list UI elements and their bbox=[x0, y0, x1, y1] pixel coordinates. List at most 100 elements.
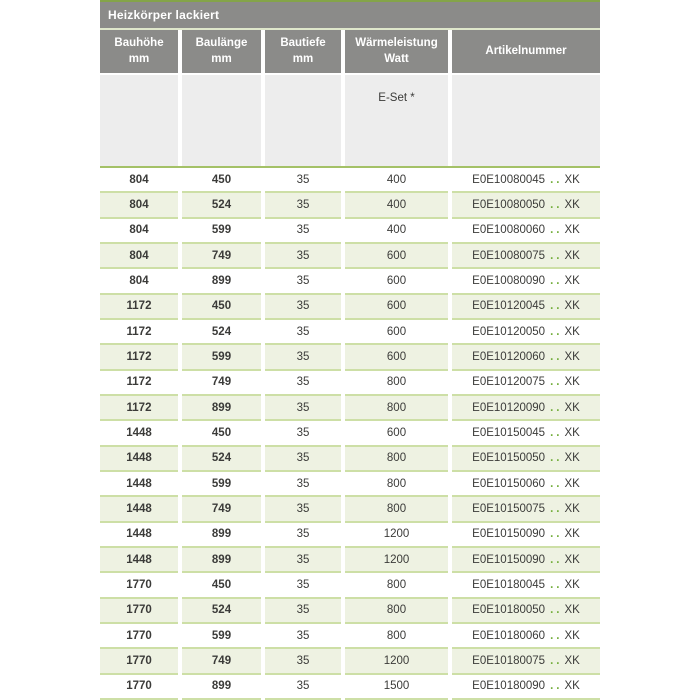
column-gap bbox=[341, 395, 345, 422]
column-gap bbox=[178, 30, 182, 73]
column-gap bbox=[178, 294, 182, 320]
article-suffix: XK bbox=[564, 654, 580, 667]
article-dots: .. bbox=[550, 680, 563, 693]
article-code: E0E10120060 bbox=[472, 350, 546, 363]
column-header-label: Baulänge bbox=[195, 36, 248, 49]
cell-bautiefe: 35 bbox=[265, 573, 341, 599]
column-gap bbox=[448, 471, 452, 498]
article-dots: .. bbox=[550, 274, 563, 287]
cell-baulaenge: 749 bbox=[182, 370, 261, 396]
column-gap bbox=[178, 471, 182, 498]
column-gap bbox=[448, 446, 452, 472]
column-gap bbox=[261, 243, 265, 270]
column-gap bbox=[341, 294, 345, 320]
title-separator bbox=[100, 28, 600, 30]
cell-bautiefe: 35 bbox=[265, 168, 341, 194]
cell-baulaenge: 599 bbox=[182, 471, 261, 498]
column-gap bbox=[261, 446, 265, 472]
column-gap bbox=[341, 218, 345, 244]
article-suffix: XK bbox=[564, 680, 580, 693]
cell-bautiefe: 35 bbox=[265, 623, 341, 650]
column-gap bbox=[261, 421, 265, 447]
table-row: 1448 524 35 800 E0E10150050 .. XK bbox=[100, 446, 600, 472]
article-code: E0E10150045 bbox=[472, 426, 546, 439]
cell-artikelnummer: E0E10080060 .. XK bbox=[452, 218, 600, 244]
column-gap bbox=[448, 623, 452, 650]
table-row: 804 749 35 600 E0E10080075 .. XK bbox=[100, 243, 600, 270]
column-gap bbox=[341, 649, 345, 675]
table-row: 1172 524 35 600 E0E10120050 .. XK bbox=[100, 319, 600, 346]
column-gap bbox=[341, 243, 345, 270]
cell-baulaenge: 749 bbox=[182, 497, 261, 523]
cell-bautiefe: 35 bbox=[265, 370, 341, 396]
cell-bauhoehe: 804 bbox=[100, 269, 178, 295]
cell-watt: 600 bbox=[345, 269, 448, 295]
table-row: 1770 524 35 800 E0E10180050 .. XK bbox=[100, 598, 600, 624]
subheader-cell-eset: E-Set * bbox=[345, 75, 448, 166]
column-gap bbox=[178, 243, 182, 270]
cell-bauhoehe: 1172 bbox=[100, 395, 178, 422]
cell-artikelnummer: E0E10180050 .. XK bbox=[452, 598, 600, 624]
cell-bautiefe: 35 bbox=[265, 446, 341, 472]
cell-watt: 1200 bbox=[345, 649, 448, 675]
table-row: 804 599 35 400 E0E10080060 .. XK bbox=[100, 218, 600, 244]
column-header-waermeleistung: Wärmeleistung Watt bbox=[345, 30, 448, 73]
article-suffix: XK bbox=[564, 604, 580, 617]
column-header-unit: Watt bbox=[384, 52, 409, 65]
column-gap bbox=[448, 269, 452, 295]
cell-bauhoehe: 1448 bbox=[100, 446, 178, 472]
cell-bauhoehe: 804 bbox=[100, 243, 178, 270]
cell-watt: 600 bbox=[345, 243, 448, 270]
column-gap bbox=[448, 243, 452, 270]
cell-bautiefe: 35 bbox=[265, 218, 341, 244]
article-suffix: XK bbox=[564, 426, 580, 439]
column-gap bbox=[261, 294, 265, 320]
column-header-unit: mm bbox=[211, 52, 232, 65]
article-suffix: XK bbox=[564, 502, 580, 515]
column-gap bbox=[178, 497, 182, 523]
table-row: 1172 599 35 600 E0E10120060 .. XK bbox=[100, 345, 600, 371]
column-gap bbox=[448, 547, 452, 574]
cell-bauhoehe: 1770 bbox=[100, 623, 178, 650]
cell-artikelnummer: E0E10150075 .. XK bbox=[452, 497, 600, 523]
article-dots: .. bbox=[550, 654, 563, 667]
article-dots: .. bbox=[550, 376, 563, 389]
cell-artikelnummer: E0E10080045 .. XK bbox=[452, 168, 600, 194]
cell-artikelnummer: E0E10120090 .. XK bbox=[452, 395, 600, 422]
column-gap bbox=[448, 598, 452, 624]
cell-watt: 1200 bbox=[345, 547, 448, 574]
cell-baulaenge: 524 bbox=[182, 193, 261, 219]
column-gap bbox=[178, 395, 182, 422]
article-dots: .. bbox=[550, 401, 563, 414]
article-code: E0E10080090 bbox=[472, 274, 546, 287]
article-code: E0E10180045 bbox=[472, 578, 546, 591]
table-row: 1172 749 35 800 E0E10120075 .. XK bbox=[100, 370, 600, 396]
column-gap bbox=[341, 522, 345, 548]
cell-bauhoehe: 1448 bbox=[100, 421, 178, 447]
column-gap bbox=[448, 345, 452, 371]
article-dots: .. bbox=[550, 528, 563, 541]
cell-bauhoehe: 1448 bbox=[100, 547, 178, 574]
cell-baulaenge: 899 bbox=[182, 674, 261, 700]
cell-bauhoehe: 804 bbox=[100, 168, 178, 194]
column-gap bbox=[178, 598, 182, 624]
article-code: E0E10180060 bbox=[472, 629, 546, 642]
column-gap bbox=[261, 547, 265, 574]
cell-baulaenge: 524 bbox=[182, 319, 261, 346]
column-gap bbox=[178, 218, 182, 244]
column-gap bbox=[178, 446, 182, 472]
article-suffix: XK bbox=[564, 578, 580, 591]
article-code: E0E10150060 bbox=[472, 477, 546, 490]
cell-baulaenge: 524 bbox=[182, 446, 261, 472]
article-suffix: XK bbox=[564, 224, 580, 237]
cell-bauhoehe: 804 bbox=[100, 218, 178, 244]
column-gap bbox=[448, 522, 452, 548]
cell-artikelnummer: E0E10120050 .. XK bbox=[452, 319, 600, 346]
cell-bautiefe: 35 bbox=[265, 522, 341, 548]
column-gap bbox=[341, 497, 345, 523]
table-row: 804 450 35 400 E0E10080045 .. XK bbox=[100, 168, 600, 194]
article-dots: .. bbox=[550, 300, 563, 313]
cell-bautiefe: 35 bbox=[265, 395, 341, 422]
article-dots: .. bbox=[550, 350, 563, 363]
